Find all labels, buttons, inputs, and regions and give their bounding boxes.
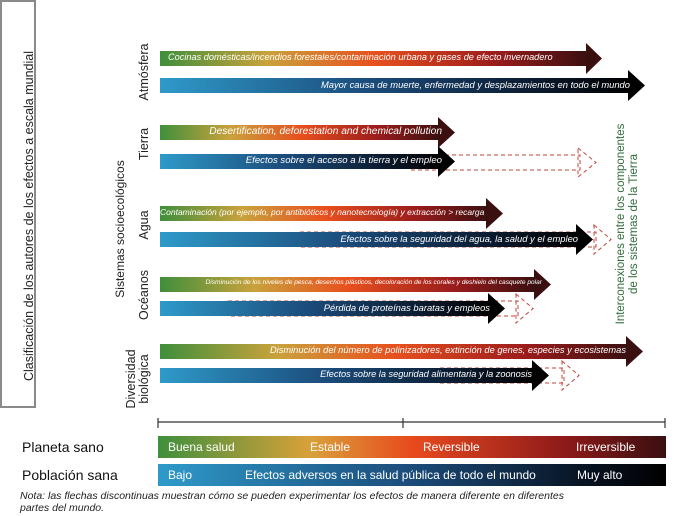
- arrow-bio-people: [160, 360, 549, 391]
- footnote: Nota: las flechas discontinuas muestran …: [20, 490, 670, 514]
- arrow-bio-people-dashed: [439, 359, 580, 392]
- people-legend-label: Población sana: [22, 467, 118, 483]
- axis-title: Sistemas socioecológicos: [113, 160, 127, 298]
- arrow-text-agua-planet: Contaminación (por ejemplo, por antibiót…: [160, 207, 485, 217]
- arrow-text-tierra-people: Efectos sobre el acceso a la tierra y el…: [245, 155, 442, 166]
- arrow-text-atm-people: Mayor causa de muerte, enfermedad y desp…: [320, 79, 630, 90]
- category-biodiversidad: Diversidad biológica: [124, 339, 151, 419]
- planet-legend-label: Planeta sano: [22, 439, 104, 455]
- category-oceanos: Océanos: [137, 269, 151, 321]
- right-title-line2: de los sistemas de la Tierra: [628, 154, 640, 294]
- people-scale-muy-alto: Muy alto: [577, 468, 623, 482]
- arrow-atm-planet: [160, 43, 602, 74]
- left-title: Clasificación de los autores de los efec…: [22, 50, 36, 382]
- people-scale-bajo: Bajo: [168, 468, 193, 482]
- arrow-oceanos-planet: [160, 269, 551, 300]
- left-title-box: [0, 0, 36, 408]
- arrow-tierra-people: [160, 146, 455, 177]
- arrow-agua-people: [160, 224, 593, 255]
- right-title: Interconexiones entre los componentes de…: [615, 89, 641, 359]
- category-atmosfera: Atmósfera: [137, 43, 151, 101]
- arrow-text-oceanos-people: Pérdida de proteínas baratas y empleos: [323, 302, 490, 313]
- arrow-text-tierra-planet: Desertification, deforestation and chemi…: [209, 126, 442, 137]
- arrow-text-oceanos-planet: Disminución de los niveles de pesca, des…: [205, 279, 542, 286]
- arrow-text-bio-people: Efectos sobre la seguridad alimentaria y…: [320, 369, 532, 379]
- category-biodiversidad-line2: biológica: [137, 354, 151, 404]
- planet-scale-estable: Estable: [310, 440, 351, 454]
- arrow-text-atm-planet: Cocinas domésticas/incendios forestales/…: [168, 52, 553, 62]
- right-title-line1: Interconexiones entre los componentes: [615, 123, 627, 325]
- footnote-line1: Nota: las flechas discontinuas muestran …: [20, 490, 564, 502]
- arrow-tierra-people-dashed: [409, 146, 597, 179]
- people-scale-mid: Efectos adversos en la salud pública de …: [245, 468, 536, 482]
- arrow-tierra-planet: [160, 117, 455, 148]
- arrow-agua-planet: [160, 198, 503, 229]
- planet-scale-irreversible: Irreversible: [576, 440, 636, 454]
- arrow-text-bio-planet: Disminución del número de polinizadores,…: [269, 345, 626, 355]
- people-scale-bar: [158, 464, 666, 486]
- arrow-text-agua-people: Efectos sobre la seguridad del agua, la …: [340, 233, 578, 244]
- category-agua: Agua: [137, 210, 151, 240]
- planet-scale-buena-salud: Buena salud: [168, 440, 235, 454]
- arrow-oceanos-people: [160, 293, 505, 324]
- planet-scale-bar: [158, 436, 666, 458]
- arrow-atm-people: [160, 70, 645, 101]
- planet-scale-reversible: Reversible: [423, 440, 480, 454]
- arrow-bio-planet: [160, 336, 643, 367]
- category-tierra: Tierra: [137, 127, 151, 161]
- footnote-line2: partes del mundo.: [20, 502, 105, 514]
